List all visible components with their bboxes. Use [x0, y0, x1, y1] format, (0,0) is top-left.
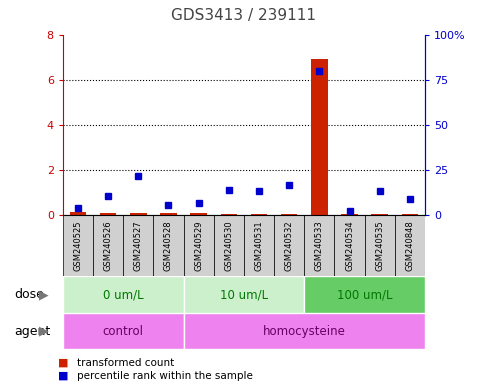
Bar — [184, 215, 213, 276]
Text: GDS3413 / 239111: GDS3413 / 239111 — [171, 8, 316, 23]
Text: ▶: ▶ — [39, 325, 48, 338]
Bar — [190, 213, 207, 215]
Text: GSM240529: GSM240529 — [194, 220, 203, 271]
Text: ▶: ▶ — [39, 288, 48, 301]
Text: dose: dose — [14, 288, 44, 301]
Bar — [365, 215, 395, 276]
Bar — [274, 215, 304, 276]
Text: GSM240532: GSM240532 — [284, 220, 294, 271]
Bar — [70, 212, 86, 215]
Text: homocysteine: homocysteine — [263, 325, 346, 338]
Text: control: control — [103, 325, 143, 338]
Bar — [402, 214, 418, 215]
Text: GSM240527: GSM240527 — [134, 220, 143, 271]
Bar — [311, 60, 327, 215]
Bar — [251, 214, 267, 215]
Bar — [123, 215, 154, 276]
Text: GSM240528: GSM240528 — [164, 220, 173, 271]
Bar — [93, 215, 123, 276]
Bar — [63, 276, 184, 313]
Text: GSM240526: GSM240526 — [103, 220, 113, 271]
Text: transformed count: transformed count — [77, 358, 174, 368]
Bar — [334, 215, 365, 276]
Text: 0 um/L: 0 um/L — [103, 288, 143, 301]
Text: ■: ■ — [58, 371, 69, 381]
Bar — [184, 276, 304, 313]
Text: 10 um/L: 10 um/L — [220, 288, 268, 301]
Bar — [395, 215, 425, 276]
Text: GSM240525: GSM240525 — [73, 220, 83, 271]
Bar — [281, 214, 298, 215]
Bar — [154, 215, 184, 276]
Bar — [130, 213, 146, 215]
Bar — [160, 213, 177, 215]
Text: GSM240848: GSM240848 — [405, 220, 414, 271]
Text: GSM240533: GSM240533 — [315, 220, 324, 271]
Text: GSM240535: GSM240535 — [375, 220, 384, 271]
Text: percentile rank within the sample: percentile rank within the sample — [77, 371, 253, 381]
Text: GSM240534: GSM240534 — [345, 220, 354, 271]
Bar — [63, 313, 184, 349]
Bar — [371, 214, 388, 215]
Text: agent: agent — [14, 325, 51, 338]
Bar — [63, 215, 93, 276]
Bar — [100, 213, 116, 215]
Bar — [184, 313, 425, 349]
Text: ■: ■ — [58, 358, 69, 368]
Text: 100 um/L: 100 um/L — [337, 288, 392, 301]
Bar — [221, 214, 237, 215]
Bar — [213, 215, 244, 276]
Bar — [304, 215, 334, 276]
Text: GSM240531: GSM240531 — [255, 220, 264, 271]
Text: GSM240530: GSM240530 — [224, 220, 233, 271]
Bar — [341, 214, 358, 215]
Bar — [304, 276, 425, 313]
Bar — [244, 215, 274, 276]
